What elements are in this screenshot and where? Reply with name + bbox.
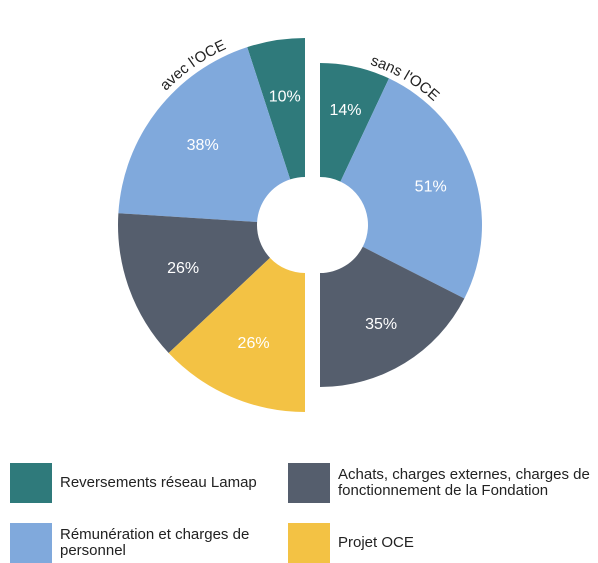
slice: [247, 38, 305, 180]
legend-label: Projet OCE: [338, 534, 414, 551]
legend-label: Reversements réseau Lamap: [60, 474, 257, 491]
value-label: 14%: [330, 102, 362, 119]
legend-label: Achats, charges externes, charges de fon…: [338, 466, 590, 499]
legend-swatch: [288, 523, 330, 563]
legend-swatch: [10, 463, 52, 503]
slice: [340, 78, 482, 299]
value-label: 35%: [365, 316, 397, 333]
value-label: 10%: [269, 88, 301, 105]
legend-label: Rémunération et charges de personnel: [60, 526, 250, 559]
legend: Reversements réseau Lamap Rémunération et…: [0, 455, 598, 563]
legend-item: Rémunération et charges de personnel: [10, 523, 260, 563]
slice: [168, 257, 305, 412]
value-label: 38%: [187, 137, 219, 154]
value-label: 26%: [167, 260, 199, 277]
legend-item: Achats, charges externes, charges de fon…: [288, 463, 593, 503]
legend-swatch: [10, 523, 52, 563]
slice: [320, 246, 465, 387]
legend-item: Projet OCE: [288, 523, 593, 563]
value-label: 51%: [415, 178, 447, 195]
legend-swatch: [288, 463, 330, 503]
legend-item: Reversements réseau Lamap: [10, 463, 260, 503]
value-label: 26%: [238, 335, 270, 352]
slice: [118, 213, 271, 354]
slice: [118, 47, 291, 222]
slice: [320, 63, 389, 182]
